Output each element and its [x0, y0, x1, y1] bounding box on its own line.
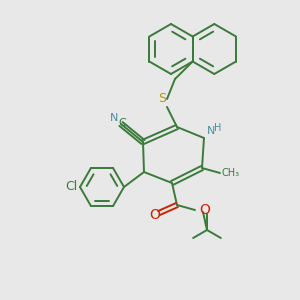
Text: CH₃: CH₃: [221, 168, 239, 178]
Text: H: H: [214, 123, 221, 133]
Text: O: O: [199, 203, 210, 217]
Text: N: N: [110, 113, 118, 123]
Text: S: S: [158, 92, 166, 105]
Text: Cl: Cl: [65, 181, 77, 194]
Text: N: N: [207, 126, 215, 136]
Text: O: O: [150, 208, 160, 222]
Text: C: C: [118, 118, 126, 128]
